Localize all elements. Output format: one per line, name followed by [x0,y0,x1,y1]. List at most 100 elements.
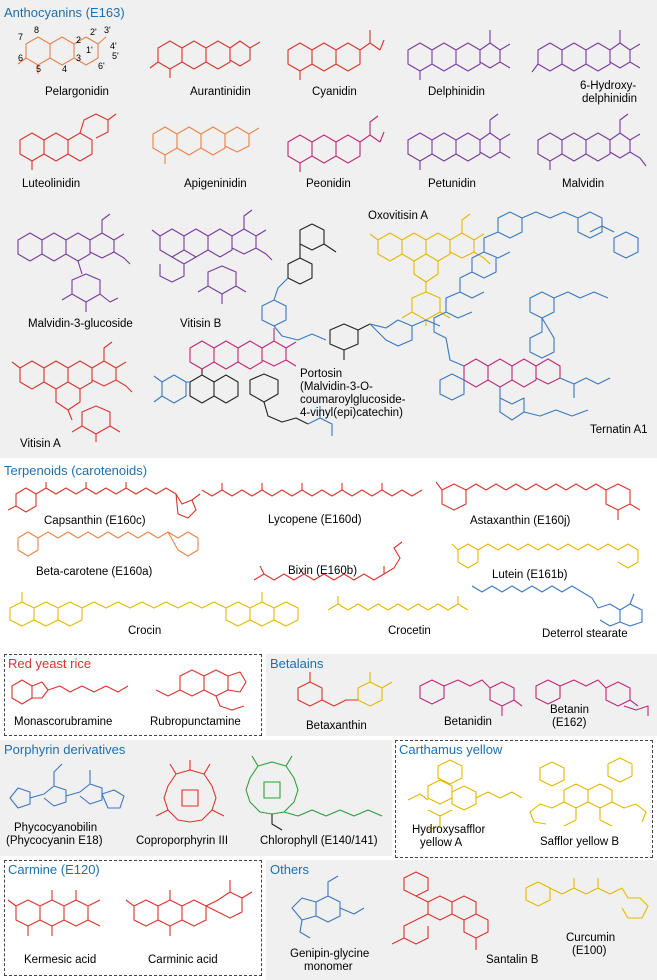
hsya-label-line2: yellow A [420,837,463,849]
ring-number: 8 [34,25,40,35]
betanin-structure [535,679,649,716]
malvidin3glucoside-label: Malvidin-3-glucoside [28,318,133,330]
delphinidin-structure [407,30,511,80]
porphyrin-panel [0,740,392,856]
chlorophyll-label: Chlorophyll (E140/141) [260,835,378,847]
astaxanthin-label: Astaxanthin (E160j) [470,515,571,527]
capsanthin-structure [7,482,201,519]
betaxanthin-label: Betaxanthin [306,720,367,732]
syb-label: Safflor yellow B [540,836,620,848]
apigeninidin-structure [152,126,260,164]
portosin-structure [153,223,441,436]
genipin-label-line2: monomer [304,961,353,973]
carthamus-panel [395,740,653,858]
cyanidin-label: Cyanidin [312,86,357,98]
pelargonidin-structure [17,36,107,74]
cyanidin-structure [287,30,385,80]
betaxanthin-structure [297,672,393,707]
astaxanthin-structure [435,481,641,520]
kermesic-acid-label: Kermesic acid [24,954,97,966]
hydroxydelphinidin-label-line2: delphinidin [582,93,637,105]
portosin-label-line4: 4-vinyl(epi)catechin) [300,407,403,419]
lutein-label: Lutein (E161b) [492,569,568,581]
carminic-acid-structure [125,880,253,936]
santalin-b-structure [391,871,489,950]
capsanthin-label: Capsanthin (E160c) [44,515,146,527]
syb-structure [529,757,647,827]
vitisin-b-structure [151,209,273,304]
hydroxydelphinidin-label-line1: 6-Hydroxy- [580,80,637,92]
hsya-structure [407,759,523,831]
monascorubramine-structure [11,679,129,705]
ring-number: 4' [110,41,117,51]
ring-number: 6' [98,61,105,71]
hsya-label-line1: Hydroxysafflor [412,824,486,836]
carminic-acid-label: Carminic acid [148,954,218,966]
terpenoids-title: Terpenoids (carotenoids) [4,463,148,478]
carthamus-title: Carthamus yellow [399,742,503,757]
red-yeast-rice-title: Red yeast rice [8,656,92,671]
ring-number: 5' [112,51,119,61]
beta-carotene-label: Beta-carotene (E160a) [36,566,153,578]
ring-number: 5 [36,64,42,74]
ring-number: 7 [18,32,24,42]
lycopene-label: Lycopene (E160d) [268,514,362,526]
phycocyanobilin-label-line2: (Phycocyanin E18) [6,835,103,847]
anthocyanins-title: Anthocyanins (E163) [4,5,125,20]
ring-number: 2' [90,27,97,37]
pelargonidin-label: Pelargonidin [45,86,109,98]
deterrol-stearate-label: Deterrol stearate [542,628,628,640]
malvidin3glucoside-structure [17,213,131,312]
ring-number: 2 [76,35,82,45]
peonidin-structure [287,115,385,172]
carmine-panel [4,860,262,976]
delphinidin-label: Delphinidin [428,86,485,98]
petunidin-structure [407,113,511,170]
luteolinidin-label: Luteolinidin [22,178,81,190]
chlorophyll-structure [245,755,383,831]
betanin-label-line1: Betanin [550,704,590,716]
kermesic-acid-structure [7,890,101,936]
portosin-label-line2: (Malvidin-3-O- [300,381,373,393]
genipin-structure [291,875,365,939]
betalains-title: Betalains [270,656,324,671]
ternatin-a1-label: Ternatin A1 [590,424,648,436]
phycocyanobilin-structure [9,763,125,809]
vitisin-b-label: Vitisin B [180,318,222,330]
santalin-b-label: Santalin B [486,954,539,966]
ring-number: 1' [86,45,93,55]
monascorubramine-label: Monascorubramine [14,716,113,728]
bixin-structure [253,541,403,581]
others-title: Others [270,862,310,877]
peonidin-label: Peonidin [306,178,351,190]
ternatin-a1-structure [433,211,639,421]
anthocyanins-panel [0,0,657,458]
bixin-label: Bixin (E160b) [288,565,358,577]
aurantinidin-structure [149,40,261,78]
beta-carotene-structure [17,531,199,557]
oxovitisin-a-structure [369,213,491,326]
ring-number: 6 [18,53,24,63]
vitisin-a-structure [11,341,133,442]
malvidin-structure [537,113,647,170]
curcumin-structure [525,878,649,919]
portosin-label-line3: coumaroylglucoside- [300,394,406,406]
lycopene-structure [201,483,423,497]
ring-number: 3' [104,25,111,35]
petunidin-label: Petunidin [428,178,476,190]
crocin-label: Crocin [128,625,162,637]
betanin-label-line2: (E162) [552,717,587,729]
oxovitisin-a-label: Oxovitisin A [368,210,429,222]
rubropunctamine-label: Rubropunctamine [150,716,241,728]
apigeninidin-label: Apigeninidin [184,178,247,190]
genipin-label-line1: Genipin-glycine [290,948,370,960]
ring-number: 4 [62,64,68,74]
malvidin-label: Malvidin [562,178,605,190]
crocin-structure [9,592,299,627]
carmine-title: Carmine (E120) [8,862,100,877]
curcumin-label-line1: Curcumin [566,932,616,944]
rubropunctamine-structure [155,669,247,711]
curcumin-label-line2: (E100) [572,945,607,957]
luteolinidin-structure [19,113,117,170]
portosin-label-line1: Portosin [300,368,343,380]
